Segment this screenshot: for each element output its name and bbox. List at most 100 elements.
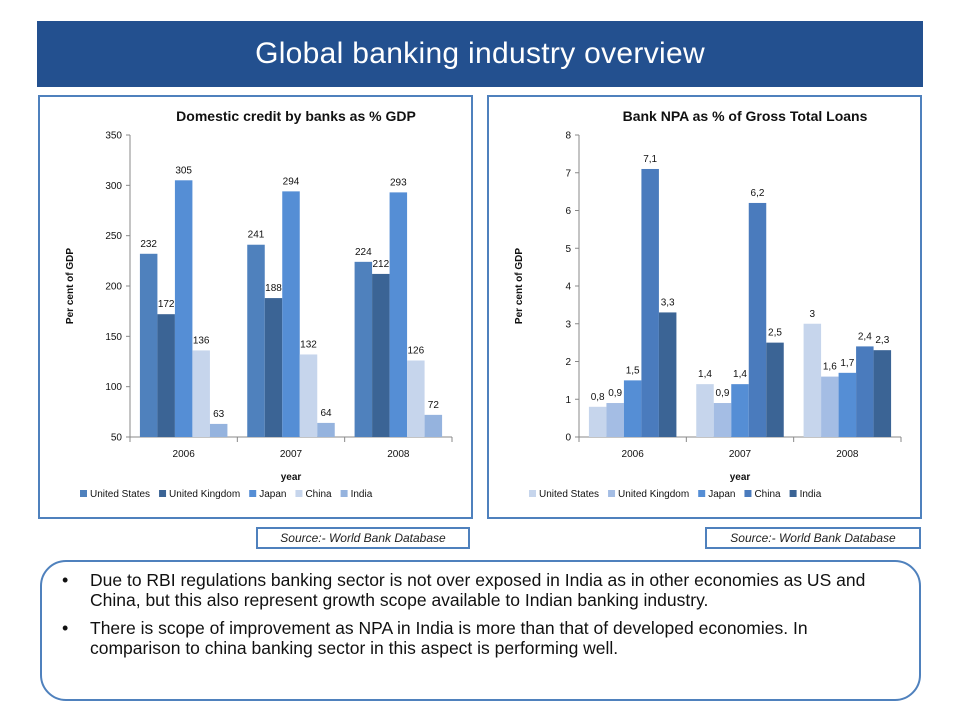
bar [766, 342, 784, 437]
slide-title: Global banking industry overview [37, 21, 923, 87]
data-label: 241 [248, 230, 265, 241]
bar [264, 298, 283, 437]
data-label: 126 [407, 345, 424, 356]
bullet-list: • Due to RBI regulations banking sector … [62, 570, 897, 658]
y-tick-label: 50 [111, 433, 123, 444]
y-tick-label: 200 [105, 282, 122, 293]
data-label: 212 [372, 259, 389, 270]
y-tick-label: 0 [565, 433, 571, 444]
bar [606, 403, 624, 437]
bar [209, 423, 228, 437]
data-label: 294 [283, 176, 300, 187]
bar [856, 346, 874, 437]
legend-swatch [159, 490, 167, 497]
bar [247, 244, 265, 437]
data-label: 63 [213, 409, 225, 420]
data-label: 224 [355, 247, 372, 258]
y-tick-label: 100 [105, 382, 122, 393]
data-label: 172 [158, 299, 175, 310]
x-axis-title: year [281, 472, 302, 483]
data-label: 1,7 [840, 358, 854, 369]
y-tick-label: 8 [565, 131, 571, 142]
legend-swatch [698, 490, 706, 497]
legend-swatch [340, 490, 348, 497]
data-label: 6,2 [751, 188, 765, 199]
bullet-icon: • [62, 618, 69, 638]
bar [192, 350, 210, 437]
legend-label: Japan [259, 489, 286, 500]
x-tick-label: 2008 [836, 449, 859, 460]
bullet-item: • Due to RBI regulations banking sector … [62, 570, 897, 610]
chart-panel-bank-npa: Bank NPA as % of Gross Total Loans Per ce… [487, 95, 922, 519]
legend-label: China [305, 489, 332, 500]
data-label: 1,4 [698, 369, 712, 380]
legend-swatch [608, 490, 616, 497]
chart-title: Bank NPA as % of Gross Total Loans [623, 108, 868, 124]
chart-domestic-credit: Domestic credit by banks as % GDP Per cen… [65, 108, 453, 500]
bar [803, 323, 822, 437]
bar [424, 414, 443, 437]
legend-label: India [800, 489, 822, 500]
y-tick-label: 2 [565, 357, 571, 368]
bar [317, 422, 335, 437]
bar [658, 312, 677, 437]
data-label: 188 [265, 283, 282, 294]
bar [299, 354, 318, 437]
legend-swatch [789, 490, 797, 497]
chart-bank-npa: Bank NPA as % of Gross Total Loans Per ce… [514, 108, 902, 500]
bullet-text: There is scope of improvement as NPA in … [90, 618, 808, 658]
data-label: 132 [300, 339, 317, 350]
data-label: 72 [428, 400, 440, 411]
bar [407, 360, 425, 437]
bullet-text: Due to RBI regulations banking sector is… [90, 570, 866, 610]
y-tick-label: 5 [565, 244, 571, 255]
bar [174, 180, 193, 438]
legend-label: United Kingdom [618, 489, 689, 500]
data-label: 3 [810, 309, 816, 320]
legend-label: China [754, 489, 781, 500]
data-label: 0,8 [591, 392, 605, 403]
y-tick-label: 300 [105, 181, 122, 192]
y-axis-title: Per cent of GDP [65, 248, 76, 324]
bar [282, 191, 300, 437]
data-label: 2,3 [875, 335, 889, 346]
data-label: 1,6 [823, 362, 837, 373]
y-tick-label: 150 [105, 332, 122, 343]
bar [748, 202, 767, 437]
bar [623, 380, 642, 437]
y-tick-label: 350 [105, 131, 122, 142]
x-tick-label: 2007 [280, 449, 303, 460]
y-tick-label: 250 [105, 231, 122, 242]
x-tick-label: 2007 [729, 449, 752, 460]
data-label: 0,9 [608, 388, 622, 399]
legend-label: Japan [708, 489, 735, 500]
data-label: 136 [193, 335, 210, 346]
bullet-icon: • [62, 570, 69, 590]
legend-swatch [249, 490, 257, 497]
bar [641, 168, 659, 437]
data-label: 3,3 [661, 297, 675, 308]
legend-swatch [80, 490, 87, 497]
data-label: 0,9 [716, 388, 730, 399]
x-tick-label: 2006 [173, 449, 196, 460]
bar [821, 376, 839, 437]
bar [157, 314, 175, 437]
x-tick-label: 2008 [387, 449, 410, 460]
data-label: 232 [140, 239, 157, 250]
y-tick-label: 3 [565, 319, 571, 330]
data-label: 293 [390, 177, 407, 188]
y-axis-title: Per cent of GDP [514, 248, 525, 324]
bar [713, 403, 732, 437]
data-label: 64 [320, 408, 332, 419]
bar [139, 253, 158, 437]
legend-swatch [529, 490, 536, 497]
bar [354, 261, 373, 437]
y-tick-label: 1 [565, 395, 571, 406]
data-label: 2,5 [768, 328, 782, 339]
legend-label: India [351, 489, 373, 500]
data-label: 2,4 [858, 331, 872, 342]
summary-box: • Due to RBI regulations banking sector … [40, 560, 921, 701]
bar [588, 406, 607, 437]
bar [873, 350, 892, 437]
legend-swatch [295, 490, 303, 497]
